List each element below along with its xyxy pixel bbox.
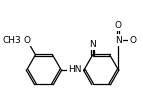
- Text: N: N: [115, 36, 122, 45]
- Text: O: O: [115, 21, 122, 30]
- Text: O: O: [129, 36, 136, 45]
- Text: HN: HN: [68, 65, 82, 74]
- Text: N: N: [89, 40, 96, 49]
- Text: O: O: [23, 36, 30, 45]
- Text: CH3: CH3: [3, 36, 22, 45]
